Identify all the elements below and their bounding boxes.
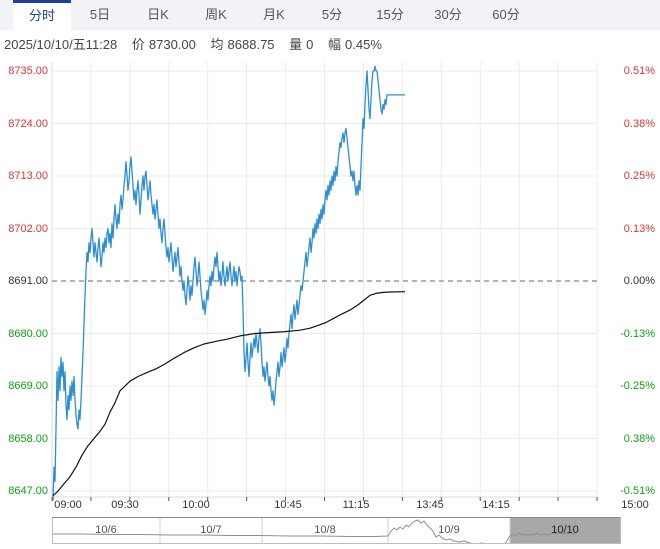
navigator-sparkline xyxy=(53,518,620,543)
y-axis-percent-label-2: 0.25% xyxy=(623,170,655,182)
navigator-date-label-1[interactable]: 10/7 xyxy=(200,524,222,536)
y-axis-price-label-1: 8724.00 xyxy=(8,117,48,130)
date-navigator[interactable] xyxy=(52,517,621,544)
x-axis-time-label-0: 09:00 xyxy=(54,499,82,511)
navigator-date-label-0[interactable]: 10/6 xyxy=(95,524,117,536)
navigator-date-label-2[interactable]: 10/8 xyxy=(314,524,336,536)
y-axis-price-label-8: 8647.00 xyxy=(8,485,48,497)
x-axis-time-label-2: 10:00 xyxy=(182,499,210,511)
price-label: 价 xyxy=(131,37,145,52)
period-tabbar: 分时 5日 日K 周K 月K 5分 15分 30分 60分 xyxy=(0,0,660,30)
y-axis-percent-label-4: 0.00% xyxy=(623,275,655,287)
navigator-date-label-4[interactable]: 10/10 xyxy=(551,524,579,536)
x-axis-time-label-5: 13:45 xyxy=(416,499,444,511)
x-axis-time-label-3: 10:45 xyxy=(274,499,302,511)
tab-8[interactable]: 60分 xyxy=(492,7,520,22)
y-axis-price-label-3: 8702.00 xyxy=(8,222,48,235)
tab-4[interactable]: 月K xyxy=(263,7,285,22)
x-axis-time-label-1: 09:30 xyxy=(111,499,139,511)
price-value: 8730.00 xyxy=(148,37,196,52)
tab-0-selected[interactable]: 分时 xyxy=(13,0,71,30)
y-axis-percent-label-7: 0.38% xyxy=(623,432,655,445)
y-axis-price-label-2: 8713.00 xyxy=(8,170,48,182)
y-axis-price-label-4: 8691.00 xyxy=(8,275,48,287)
range-label: 幅 xyxy=(328,37,342,52)
tab-6[interactable]: 15分 xyxy=(376,7,404,22)
y-axis-price-label-7: 8658.00 xyxy=(8,432,48,445)
tab-5[interactable]: 5分 xyxy=(321,7,343,22)
y-axis-percent-label-6: -0.25% xyxy=(620,380,655,392)
tab-2[interactable]: 日K xyxy=(147,7,169,22)
y-axis-percent-label-3: 0.13% xyxy=(623,222,655,235)
y-axis-percent-label-1: 0.38% xyxy=(623,117,655,130)
quote-datetime: 2025/10/10/五11:28 xyxy=(4,37,118,52)
tab-7[interactable]: 30分 xyxy=(434,7,462,22)
tab-3[interactable]: 周K xyxy=(205,7,227,22)
average-label: 均 xyxy=(210,37,224,52)
y-axis-percent-label-0: 0.51% xyxy=(623,65,655,77)
tab-1[interactable]: 5日 xyxy=(89,7,111,22)
y-axis-price-label-6: 8669.00 xyxy=(8,380,48,392)
volume-value: 0 xyxy=(306,37,314,52)
range-value: 0.45% xyxy=(345,37,382,52)
x-axis-time-label-7: 15:00 xyxy=(621,499,649,511)
volume-label: 量 xyxy=(289,37,303,52)
average-value: 8688.75 xyxy=(227,37,275,52)
x-axis-time-label-6: 14:15 xyxy=(482,499,510,511)
x-axis-time-label-4: 11:15 xyxy=(342,499,370,511)
y-axis-price-label-0: 8735.00 xyxy=(8,65,48,77)
y-axis-percent-label-5: -0.13% xyxy=(620,327,655,340)
y-axis-price-label-5: 8680.00 xyxy=(8,327,48,340)
navigator-date-label-3[interactable]: 10/9 xyxy=(438,524,460,536)
y-axis-percent-label-8: -0.51% xyxy=(620,485,655,497)
